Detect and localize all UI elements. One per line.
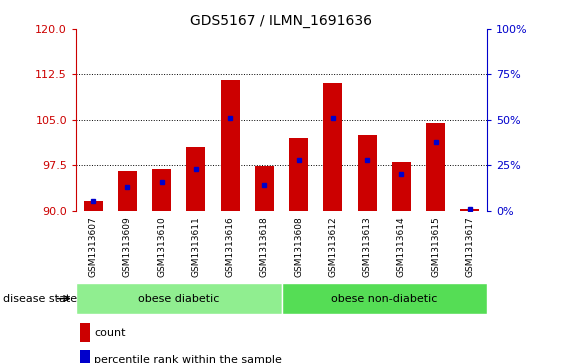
Text: GSM1313615: GSM1313615 xyxy=(431,216,440,277)
Text: GSM1313609: GSM1313609 xyxy=(123,216,132,277)
Text: GSM1313608: GSM1313608 xyxy=(294,216,303,277)
Text: GSM1313614: GSM1313614 xyxy=(397,216,406,277)
Bar xyxy=(84,201,102,211)
Text: GSM1313613: GSM1313613 xyxy=(363,216,372,277)
Bar xyxy=(118,171,137,211)
Text: GSM1313611: GSM1313611 xyxy=(191,216,200,277)
Text: count: count xyxy=(95,328,126,338)
Text: obese non-diabetic: obese non-diabetic xyxy=(331,294,437,303)
Bar xyxy=(80,323,91,342)
Bar xyxy=(282,283,487,314)
Bar xyxy=(289,138,308,211)
Bar xyxy=(186,147,205,211)
Bar xyxy=(392,162,411,211)
Text: disease state: disease state xyxy=(3,294,77,303)
Bar xyxy=(76,283,282,314)
Text: GSM1313616: GSM1313616 xyxy=(226,216,235,277)
Text: percentile rank within the sample: percentile rank within the sample xyxy=(95,355,283,363)
Text: GSM1313617: GSM1313617 xyxy=(466,216,475,277)
Title: GDS5167 / ILMN_1691636: GDS5167 / ILMN_1691636 xyxy=(190,14,373,28)
Bar xyxy=(358,135,377,211)
Bar xyxy=(324,83,342,211)
Text: GSM1313607: GSM1313607 xyxy=(88,216,97,277)
Text: GSM1313610: GSM1313610 xyxy=(157,216,166,277)
Text: GSM1313612: GSM1313612 xyxy=(328,216,337,277)
Bar xyxy=(426,123,445,211)
Bar xyxy=(221,81,239,211)
Bar xyxy=(461,209,479,211)
Text: obese diabetic: obese diabetic xyxy=(138,294,220,303)
Bar xyxy=(255,166,274,211)
Bar xyxy=(152,170,171,211)
Text: GSM1313618: GSM1313618 xyxy=(260,216,269,277)
Bar xyxy=(80,350,91,363)
